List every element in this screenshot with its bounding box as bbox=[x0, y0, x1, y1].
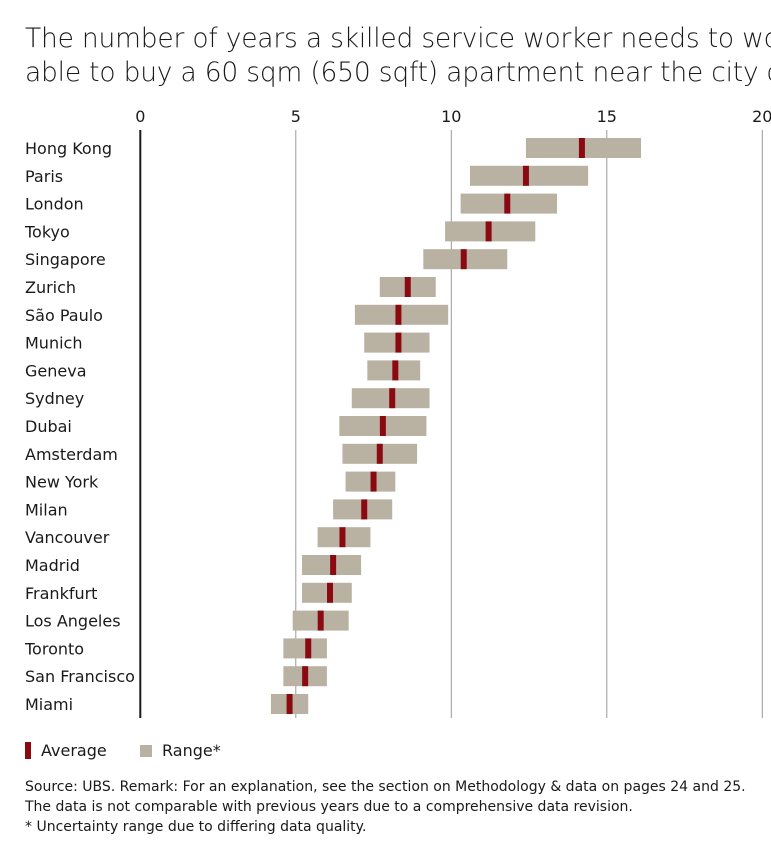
category-label: Madrid bbox=[25, 556, 80, 575]
category-label: Sydney bbox=[25, 389, 84, 408]
average-marker bbox=[286, 694, 293, 714]
category-label: Paris bbox=[25, 167, 63, 186]
category-label: Miami bbox=[25, 695, 73, 714]
legend-range: Range* bbox=[140, 741, 221, 760]
category-label: Geneva bbox=[25, 361, 87, 380]
x-tick-label: 10 bbox=[441, 107, 461, 126]
x-tick-label: 5 bbox=[291, 107, 301, 126]
average-marker bbox=[389, 388, 396, 409]
average-marker bbox=[392, 360, 399, 381]
category-label: Milan bbox=[25, 500, 68, 519]
category-label: Dubai bbox=[25, 417, 72, 436]
footnote-uncertainty: * Uncertainty range due to differing dat… bbox=[25, 819, 367, 835]
title-line-1: The number of years a skilled service wo… bbox=[25, 23, 771, 54]
range-bar bbox=[354, 304, 449, 325]
average-marker bbox=[317, 610, 324, 631]
range-bar bbox=[469, 165, 589, 186]
average-marker bbox=[578, 138, 585, 158]
category-label: Hong Kong bbox=[25, 139, 112, 158]
range-bar bbox=[302, 582, 352, 603]
average-marker bbox=[395, 332, 402, 353]
range-bar bbox=[345, 471, 396, 492]
x-tick-label: 20 bbox=[752, 107, 771, 126]
average-marker bbox=[379, 416, 386, 436]
footnote-source: Source: UBS. Remark: For an explanation,… bbox=[25, 779, 746, 795]
category-label: Singapore bbox=[25, 250, 106, 269]
title-line-2: able to buy a 60 sqm (650 sqft) apartmen… bbox=[25, 57, 771, 88]
average-marker bbox=[305, 638, 312, 659]
average-swatch bbox=[25, 742, 31, 759]
category-label: Zurich bbox=[25, 278, 76, 297]
x-tick-label: 15 bbox=[597, 107, 617, 126]
category-label: Amsterdam bbox=[25, 445, 118, 464]
legend-average: Average bbox=[25, 741, 107, 760]
category-label: Tokyo bbox=[24, 222, 70, 241]
average-marker bbox=[404, 277, 411, 297]
legend-range-label: Range* bbox=[162, 741, 221, 760]
average-marker bbox=[522, 165, 529, 186]
category-label: Munich bbox=[25, 334, 82, 353]
chart-title: The number of years a skilled service wo… bbox=[25, 22, 771, 90]
average-marker bbox=[339, 527, 346, 548]
average-marker bbox=[376, 443, 383, 464]
category-label: Vancouver bbox=[25, 528, 110, 547]
category-label: New York bbox=[25, 473, 99, 492]
category-label: Los Angeles bbox=[25, 612, 121, 631]
range-bar bbox=[283, 638, 327, 659]
average-marker bbox=[460, 249, 467, 270]
average-marker bbox=[302, 666, 309, 687]
footnote: Source: UBS. Remark: For an explanation,… bbox=[25, 777, 746, 837]
category-label: São Paulo bbox=[25, 306, 103, 325]
legend-average-label: Average bbox=[41, 741, 107, 760]
x-tick-label: 0 bbox=[135, 107, 145, 126]
average-marker bbox=[485, 221, 492, 242]
category-label: San Francisco bbox=[25, 667, 135, 686]
average-marker bbox=[361, 499, 368, 520]
average-marker bbox=[327, 582, 334, 603]
average-marker bbox=[504, 193, 511, 214]
average-marker bbox=[370, 471, 377, 492]
average-marker bbox=[395, 304, 402, 325]
range-swatch bbox=[140, 744, 152, 757]
category-label: Frankfurt bbox=[25, 584, 97, 603]
category-label: London bbox=[25, 195, 84, 214]
average-marker bbox=[330, 555, 337, 575]
category-label: Toronto bbox=[24, 639, 84, 658]
footnote-revision: The data is not comparable with previous… bbox=[25, 799, 633, 815]
